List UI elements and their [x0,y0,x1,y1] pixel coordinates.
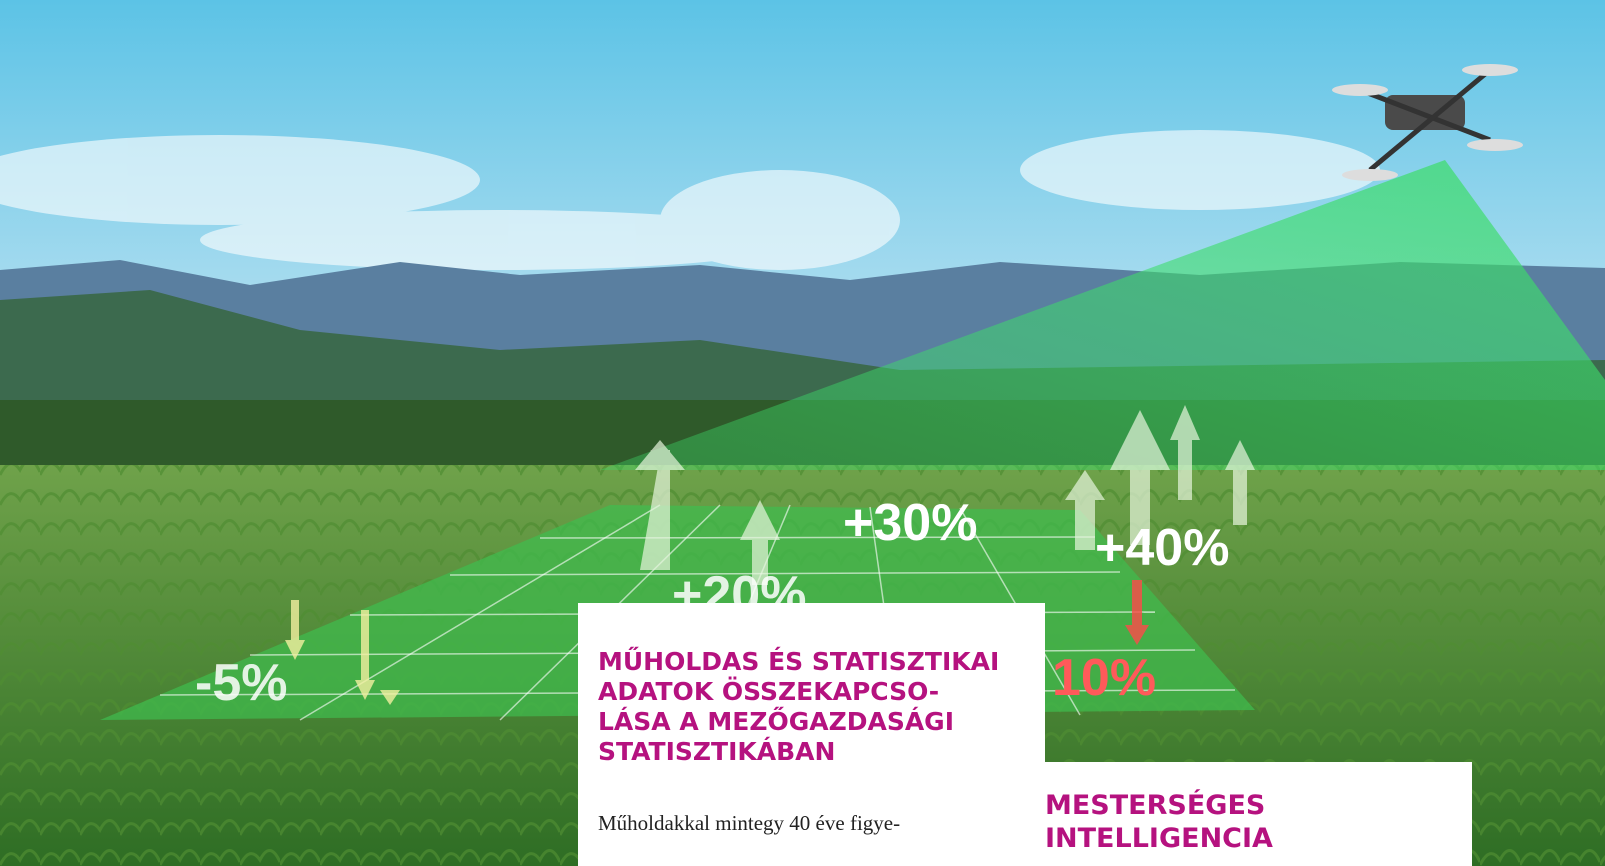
overlay-label: 10% [1052,649,1156,707]
title-line: INTELLIGENCIA [1045,822,1472,855]
article-box: MŰHOLDAS ÉS STATISZTIKAI ADATOK ÖSSZEKAP… [578,603,1045,866]
page: -5% +30% +20% +40% 10% MŰHOLDAS ÉS STATI… [0,0,1605,866]
title-line: MESTERSÉGES [1045,789,1472,822]
article-title: MŰHOLDAS ÉS STATISZTIKAI ADATOK ÖSSZEKAP… [578,603,1045,767]
article-title: MESTERSÉGES INTELLIGENCIA [1045,762,1472,855]
article-box: MESTERSÉGES INTELLIGENCIA [1045,762,1472,866]
overlay-label: +30% [843,494,977,552]
overlay-label: -5% [195,654,287,712]
body-line: Műholdakkal mintegy 40 éve figye- [578,767,1045,836]
title-line: LÁSA A MEZŐGAZDASÁGI [598,707,1045,737]
overlay-label: +40% [1095,519,1229,577]
title-line: STATISZTIKÁBAN [598,737,1045,767]
title-line: ADATOK ÖSSZEKAPCSO- [598,677,1045,707]
title-line: MŰHOLDAS ÉS STATISZTIKAI [598,647,1045,677]
